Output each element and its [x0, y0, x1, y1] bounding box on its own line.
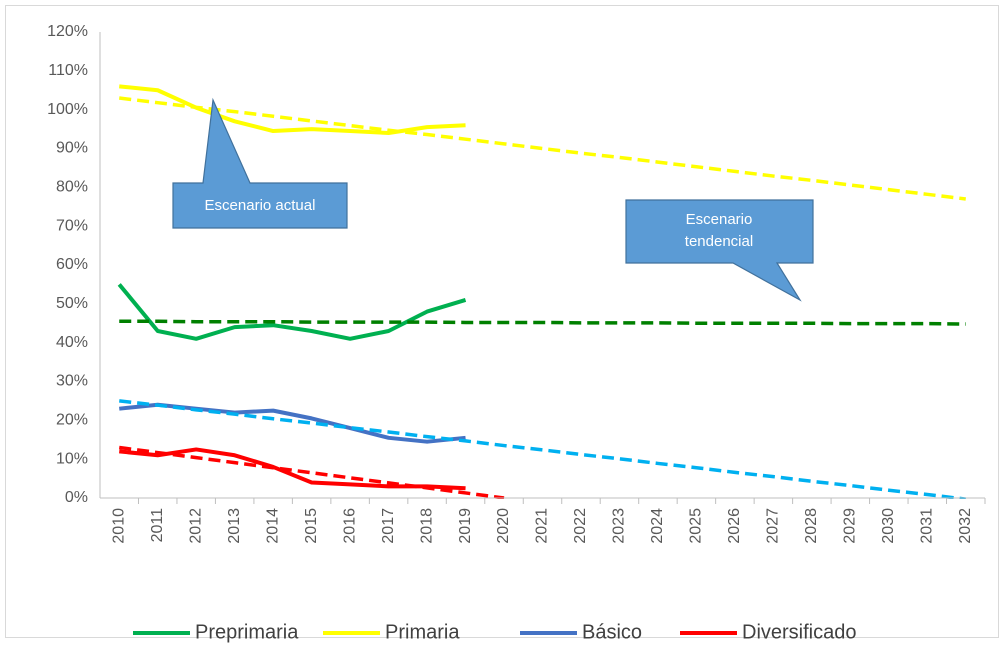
x-tick-label: 2024 [649, 508, 666, 544]
annotation: tendencial [685, 233, 753, 250]
annotation: Escenario [686, 211, 753, 228]
x-tick-label: 2018 [418, 508, 435, 544]
y-tick-label: 30% [56, 373, 88, 390]
x-tick-label: 2012 [187, 508, 204, 544]
x-tick-label: 2011 [149, 508, 166, 543]
x-tick-label: 2027 [765, 508, 782, 544]
legend-label: Diversificado [742, 621, 856, 643]
y-tick-label: 80% [56, 179, 88, 196]
x-tick-label: 2030 [880, 508, 897, 544]
y-tick-label: 120% [47, 23, 88, 40]
y-tick-label: 40% [56, 334, 88, 351]
callout-actual: Escenario actual [172, 97, 348, 229]
x-tick-label: 2023 [611, 508, 628, 544]
trend-line [119, 319, 966, 326]
callout-tendencial: Escenario tendencial [625, 199, 814, 302]
y-tick-label: 50% [56, 295, 88, 312]
trend-line [119, 445, 505, 499]
x-tick-label: 2017 [380, 508, 397, 544]
trend-line [119, 399, 966, 499]
y-tick-label: 60% [56, 256, 88, 273]
x-tick-label: 2021 [534, 508, 551, 544]
x-tick-label: 2013 [226, 508, 243, 544]
x-tick-label: 2014 [264, 508, 281, 544]
x-tick-label: 2032 [957, 508, 974, 544]
legend-label: Básico [582, 621, 642, 643]
x-tick-label: 2020 [495, 508, 512, 544]
trend-line [119, 96, 966, 201]
y-tick-label: 10% [56, 450, 88, 467]
x-tick-label: 2031 [919, 508, 936, 544]
x-tick-label: 2019 [457, 508, 474, 544]
x-tick-label: 2028 [803, 508, 820, 544]
y-tick-label: 90% [56, 140, 88, 157]
x-tick-label: 2016 [341, 508, 358, 544]
y-tick-label: 110% [48, 62, 88, 79]
y-tick-label: 0% [65, 489, 88, 506]
legend-label: Primaria [385, 621, 460, 643]
series-line [119, 84, 466, 135]
x-tick-label: 2026 [726, 508, 743, 544]
x-tick-label: 2015 [303, 508, 320, 544]
x-tick-label: 2010 [110, 508, 127, 544]
annotation: Escenario actual [205, 197, 316, 214]
plot-area [117, 84, 966, 499]
y-tick-label: 20% [56, 412, 88, 429]
x-tick-label: 2029 [842, 508, 859, 544]
x-tick-label: 2025 [688, 508, 705, 544]
x-tick-label: 2022 [572, 508, 589, 544]
legend-label: Preprimaria [195, 621, 299, 643]
y-tick-label: 100% [47, 101, 88, 118]
y-tick-label: 70% [56, 217, 88, 234]
